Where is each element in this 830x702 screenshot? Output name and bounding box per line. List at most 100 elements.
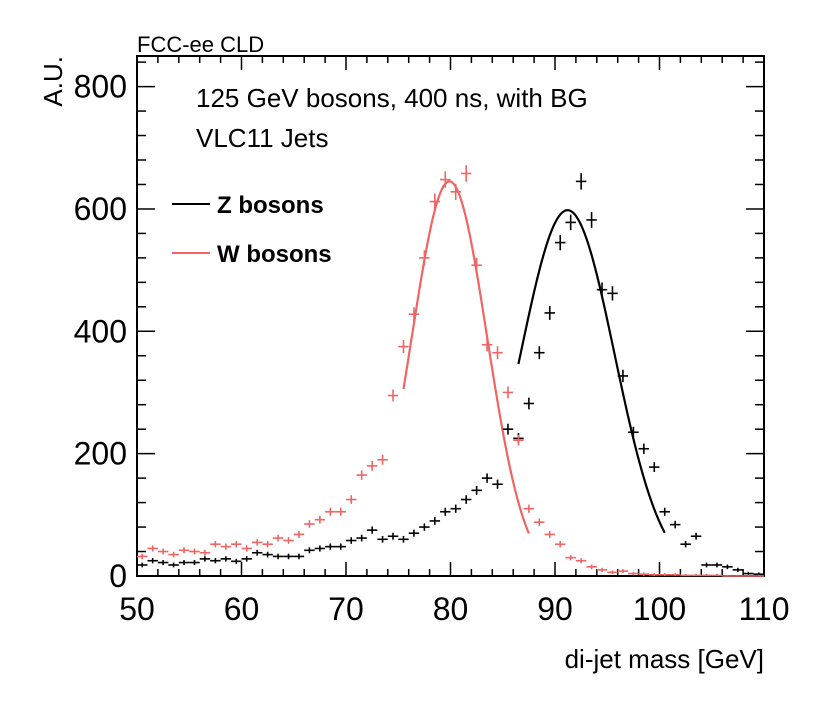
x-tick-label: 100	[633, 591, 686, 627]
data-point	[178, 547, 190, 554]
data-point	[314, 515, 326, 524]
y-tick-label: 400	[74, 313, 127, 349]
chart-title: 125 GeV bosons, 400 ns, with BG	[196, 83, 588, 113]
data-point	[596, 567, 608, 572]
data-point	[293, 530, 305, 538]
data-point	[492, 346, 503, 360]
data-point	[450, 183, 461, 200]
data-point	[272, 534, 284, 542]
data-point	[398, 340, 409, 354]
data-point	[304, 520, 315, 528]
data-point	[502, 386, 514, 399]
y-tick-label: 200	[74, 436, 127, 472]
data-point	[743, 571, 754, 576]
data-point	[659, 573, 670, 576]
data-point	[638, 572, 650, 576]
y-axis: 0 200 400 600 800	[74, 61, 764, 594]
legend-entry-w: W bosons	[172, 241, 332, 268]
data-point	[669, 520, 681, 529]
data-point	[210, 540, 221, 548]
data-point	[429, 517, 441, 525]
data-point	[377, 535, 388, 543]
data-point	[262, 551, 273, 558]
data-point	[231, 558, 242, 564]
data-point	[419, 523, 430, 531]
data-point	[377, 454, 388, 465]
data-point	[335, 543, 346, 550]
data-point	[659, 507, 670, 516]
data-point	[534, 346, 545, 360]
data-point	[199, 549, 211, 556]
x-tick-label: 60	[224, 591, 260, 627]
data-point	[199, 556, 211, 562]
data-point	[596, 282, 608, 297]
data-point	[690, 532, 702, 540]
data-point	[680, 573, 691, 577]
data-point	[732, 574, 744, 577]
data-point	[481, 473, 493, 483]
data-point	[147, 558, 158, 564]
data-point	[304, 547, 315, 554]
data-point	[325, 507, 336, 516]
data-point	[220, 543, 232, 550]
x-tick-label: 50	[119, 591, 155, 627]
data-point	[701, 562, 712, 568]
data-point	[241, 556, 252, 562]
data-point	[408, 529, 420, 537]
data-point	[669, 573, 681, 576]
data-point	[429, 193, 441, 210]
data-point	[628, 426, 639, 438]
data-point	[555, 234, 566, 251]
data-point	[366, 460, 378, 471]
data-point	[460, 495, 472, 504]
data-point	[722, 564, 733, 570]
data-point	[262, 540, 273, 548]
data-point	[555, 540, 566, 548]
data-point	[732, 567, 744, 572]
data-point	[440, 507, 451, 516]
data-point	[157, 560, 169, 566]
data-point	[137, 553, 148, 560]
data-point	[440, 171, 451, 188]
legend-label-z: Z bosons	[217, 192, 324, 219]
data-point	[513, 434, 524, 446]
data-point	[649, 462, 660, 473]
legend-label-w: W bosons	[217, 241, 332, 268]
data-point	[346, 495, 357, 504]
data-point	[575, 558, 587, 564]
data-point	[481, 338, 493, 352]
x-tick-label: 80	[433, 591, 469, 627]
y-axis-label: A.U.	[38, 56, 68, 107]
fit-curve	[517, 209, 666, 534]
data-points	[137, 165, 764, 577]
data-point	[251, 539, 263, 546]
data-point	[325, 543, 336, 550]
data-point	[523, 504, 535, 513]
data-point	[523, 397, 535, 410]
data-point	[178, 560, 190, 566]
data-point	[189, 548, 200, 555]
data-point	[168, 562, 179, 568]
data-point	[189, 560, 200, 566]
data-point	[471, 485, 482, 495]
data-point	[366, 526, 378, 534]
data-point	[649, 573, 660, 576]
data-point	[293, 553, 305, 560]
data-point	[753, 574, 764, 577]
data-point	[168, 551, 179, 558]
data-point	[408, 307, 420, 322]
data-point	[492, 479, 503, 489]
data-point	[356, 534, 367, 542]
legend-entry-z: Z bosons	[172, 192, 324, 219]
data-point	[607, 286, 618, 301]
data-point	[544, 306, 555, 320]
data-point	[346, 537, 357, 544]
fit-curves	[402, 180, 666, 534]
chart-subtitle: VLC11 Jets	[196, 123, 328, 153]
x-tick-label: 70	[328, 591, 364, 627]
y-tick-label: 0	[109, 558, 127, 594]
data-point	[241, 545, 252, 552]
data-point	[231, 540, 242, 548]
data-point	[220, 556, 232, 562]
x-axis: 50 60 70 80 90 100 110	[119, 56, 790, 627]
